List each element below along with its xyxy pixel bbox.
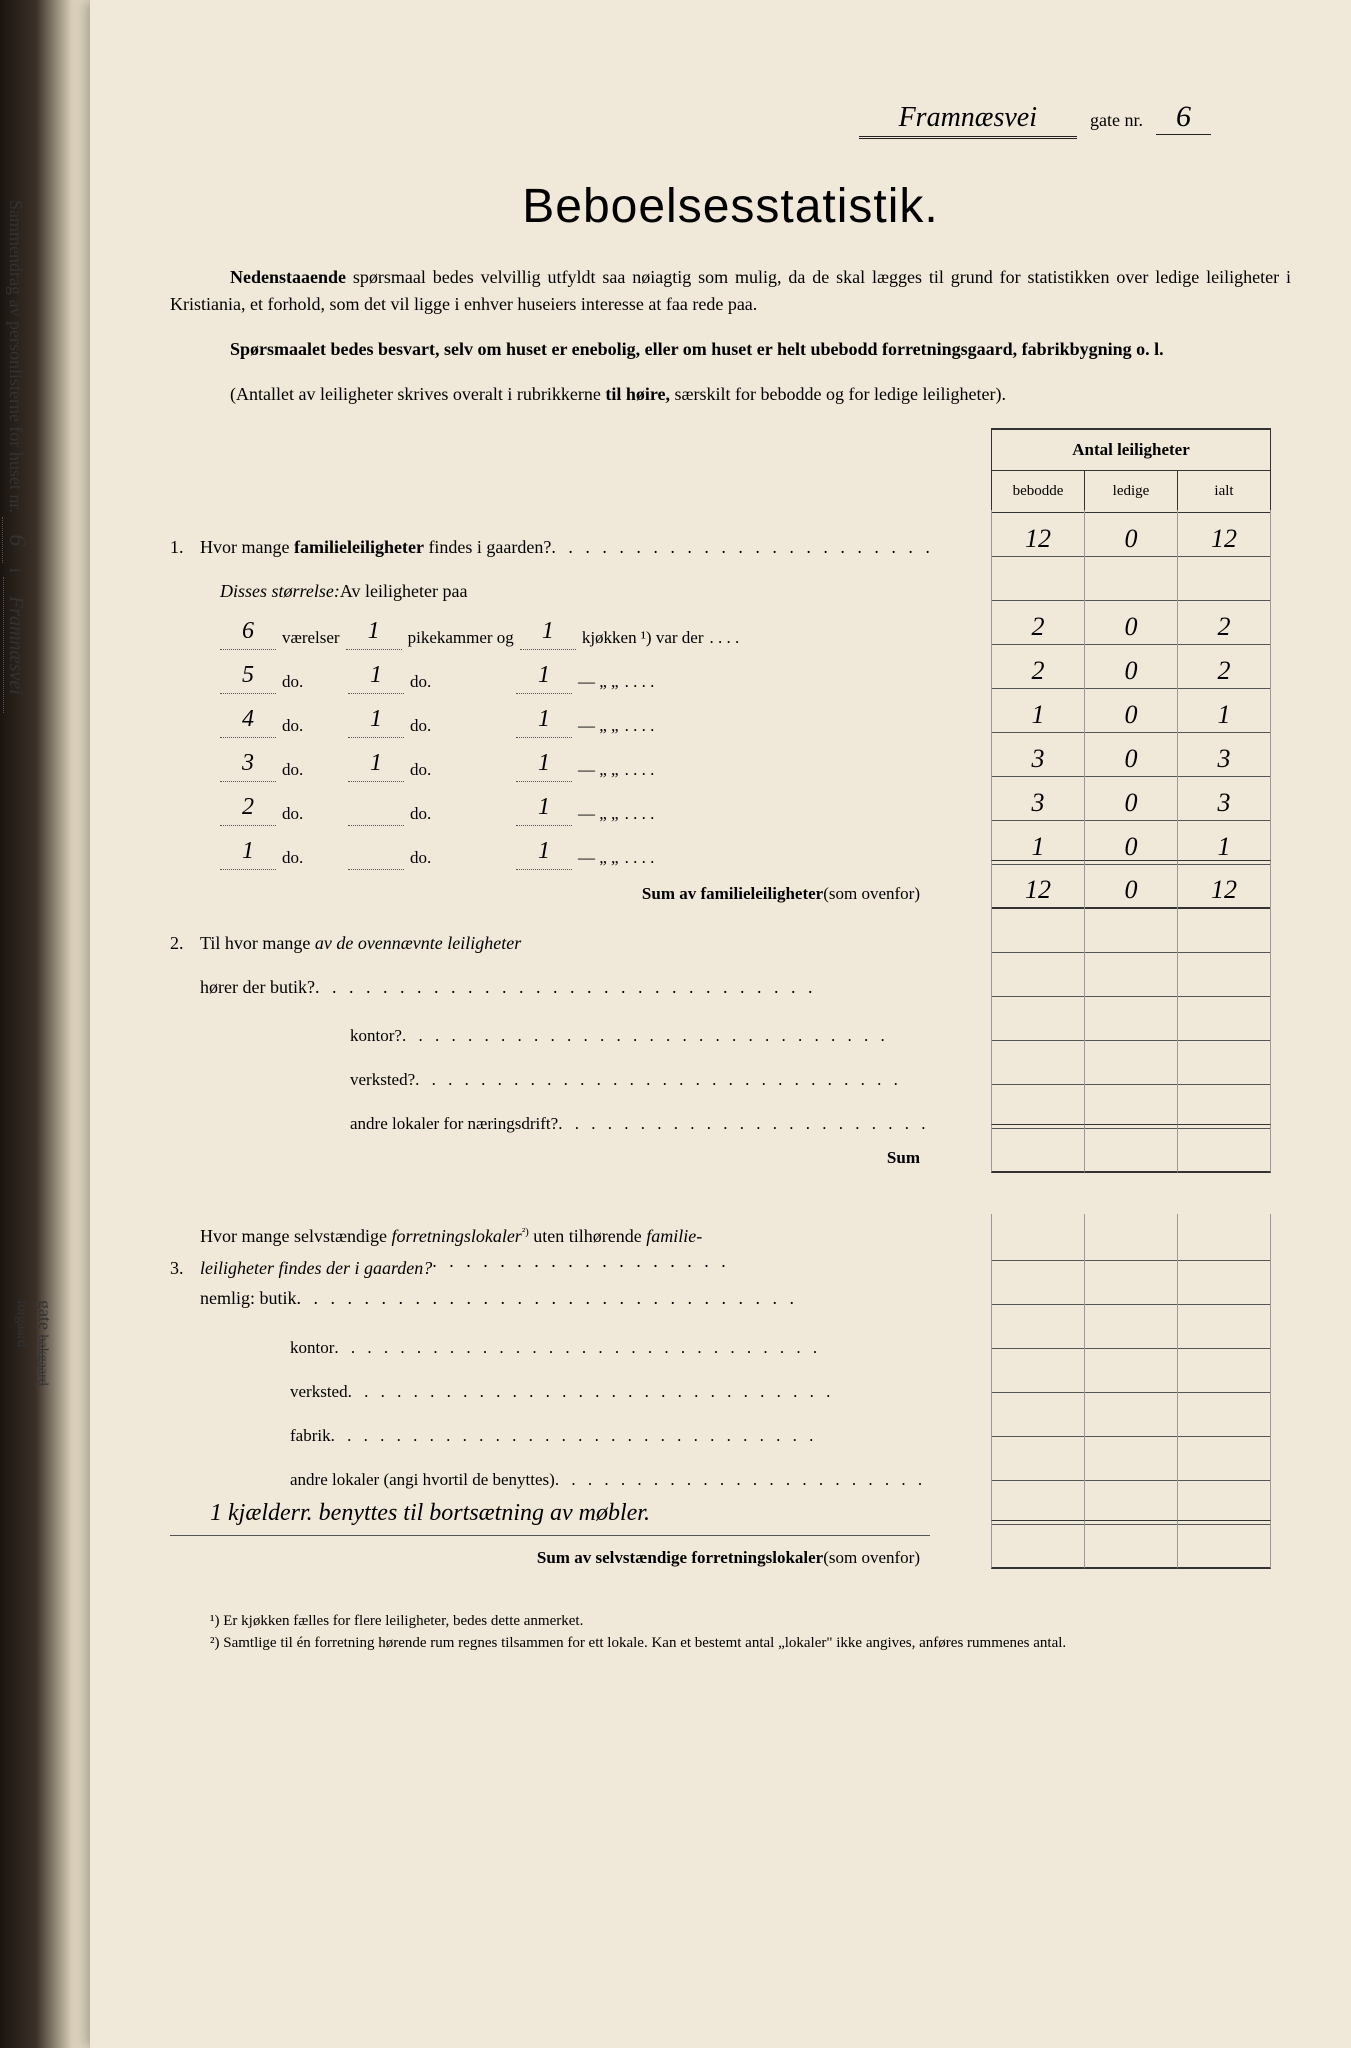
- data-table: Antal leiligheter bebodde ledige ialt 12…: [991, 428, 1271, 1569]
- q3-item: fabrik: [170, 1404, 930, 1448]
- gate-number: 6: [1156, 100, 1211, 135]
- size-row: 4do. 1do. 1— „ „ . . . .: [170, 696, 930, 740]
- q3-sum: Sum av selvstændige forretningslokaler (…: [170, 1536, 930, 1580]
- footnote-2: ²) Samtlige til én forretning hørende ru…: [210, 1632, 1291, 1655]
- gate-label: gate nr.: [1090, 110, 1143, 130]
- size-row: 3do. 1do. 1— „ „ . . . .: [170, 740, 930, 784]
- intro-paragraph-3: (Antallet av leiligheter skrives overalt…: [170, 381, 1291, 408]
- size-row: 6værelser 1pikekammer og 1kjøkken ¹) var…: [170, 608, 930, 652]
- q3-item: verksted: [170, 1360, 930, 1404]
- intro-paragraph-1: Nedenstaaende Nedenstaaende spørsmaal be…: [170, 264, 1291, 318]
- street-name: Framnæsvei: [859, 102, 1077, 139]
- q3-item: kontor: [170, 1316, 930, 1360]
- table-row-sum: 12012: [991, 865, 1271, 909]
- table-row: 202: [991, 645, 1271, 689]
- size-row: 1do. do. 1— „ „ . . . .: [170, 828, 930, 872]
- table-row: [991, 1349, 1271, 1393]
- q3-handwritten: 1 kjælderr. benyttes til bortsætning av …: [170, 1492, 930, 1536]
- table-row: [991, 1393, 1271, 1437]
- table-row: [991, 909, 1271, 953]
- size-row: 5do. 1do. 1— „ „ . . . .: [170, 652, 930, 696]
- size-row: 2do. do. 1— „ „ . . . .: [170, 784, 930, 828]
- page-title: Beboelsesstatistik.: [170, 179, 1291, 234]
- q2-sum: Sum: [170, 1136, 930, 1180]
- table-row: 12012: [991, 513, 1271, 557]
- question-1: 1. Hvor mange familieleiligheter findes …: [170, 520, 930, 564]
- table-row: 303: [991, 777, 1271, 821]
- footnotes: ¹) Er kjøkken fælles for flere leilighet…: [170, 1610, 1291, 1655]
- col-ledige: ledige: [1085, 471, 1178, 512]
- col-ialt: ialt: [1178, 471, 1270, 512]
- table-row: 303: [991, 733, 1271, 777]
- footnote-1: ¹) Er kjøkken fælles for flere leilighet…: [210, 1610, 1291, 1633]
- header-address: Framnæsvei gate nr. 6: [170, 100, 1291, 139]
- document-page: Framnæsvei gate nr. 6 Beboelsesstatistik…: [90, 0, 1351, 2048]
- intro-paragraph-2: Spørsmaalet bedes besvart, selv om huset…: [170, 336, 1291, 363]
- side-vertical-text: Sammendrag av personlisterne for huset n…: [2, 200, 30, 1000]
- table-row: [991, 1261, 1271, 1305]
- table-row: 202: [991, 601, 1271, 645]
- table-header: Antal leiligheter bebodde ledige ialt: [991, 428, 1271, 513]
- table-row: [991, 1085, 1271, 1129]
- q2-item: andre lokaler for næringsdrift?: [170, 1092, 930, 1136]
- table-row: [991, 1217, 1271, 1261]
- question-2: 2. Til hvor mange av de ovennævnte leili…: [170, 916, 930, 960]
- table-row: [991, 1481, 1271, 1525]
- q2-item: verksted?: [170, 1048, 930, 1092]
- table-row: 101: [991, 821, 1271, 865]
- table-row: 101: [991, 689, 1271, 733]
- table-row-sum: [991, 1129, 1271, 1173]
- col-bebodde: bebodde: [992, 471, 1085, 512]
- questions-area: 1. Hvor mange familieleiligheter findes …: [170, 428, 930, 1580]
- table-row: [991, 1305, 1271, 1349]
- question-3: 3. Hvor mange selvstændige forretningslo…: [170, 1224, 930, 1282]
- table-row: [991, 1437, 1271, 1481]
- table-row: [991, 997, 1271, 1041]
- main-content: Antal leiligheter bebodde ledige ialt 12…: [170, 428, 1291, 1580]
- q1-sub: Disses størrelse: Av leiligheter paa: [170, 564, 930, 608]
- table-row: [991, 953, 1271, 997]
- q3-nemlig: nemlig: butik: [170, 1282, 930, 1316]
- table-header-title: Antal leiligheter: [992, 430, 1270, 471]
- side-vertical-text-2: gate bakgaardforgaard: [13, 1300, 55, 1700]
- table-row: [991, 1041, 1271, 1085]
- q1-sum-row: Sum av familieleiligheter (som ovenfor): [170, 872, 930, 916]
- table-row: [991, 557, 1271, 601]
- q2-butik: hører der butik?: [170, 960, 930, 1004]
- q3-item: andre lokaler (angi hvortil de benyttes): [170, 1448, 930, 1492]
- q2-item: kontor?: [170, 1004, 930, 1048]
- table-row-sum: [991, 1525, 1271, 1569]
